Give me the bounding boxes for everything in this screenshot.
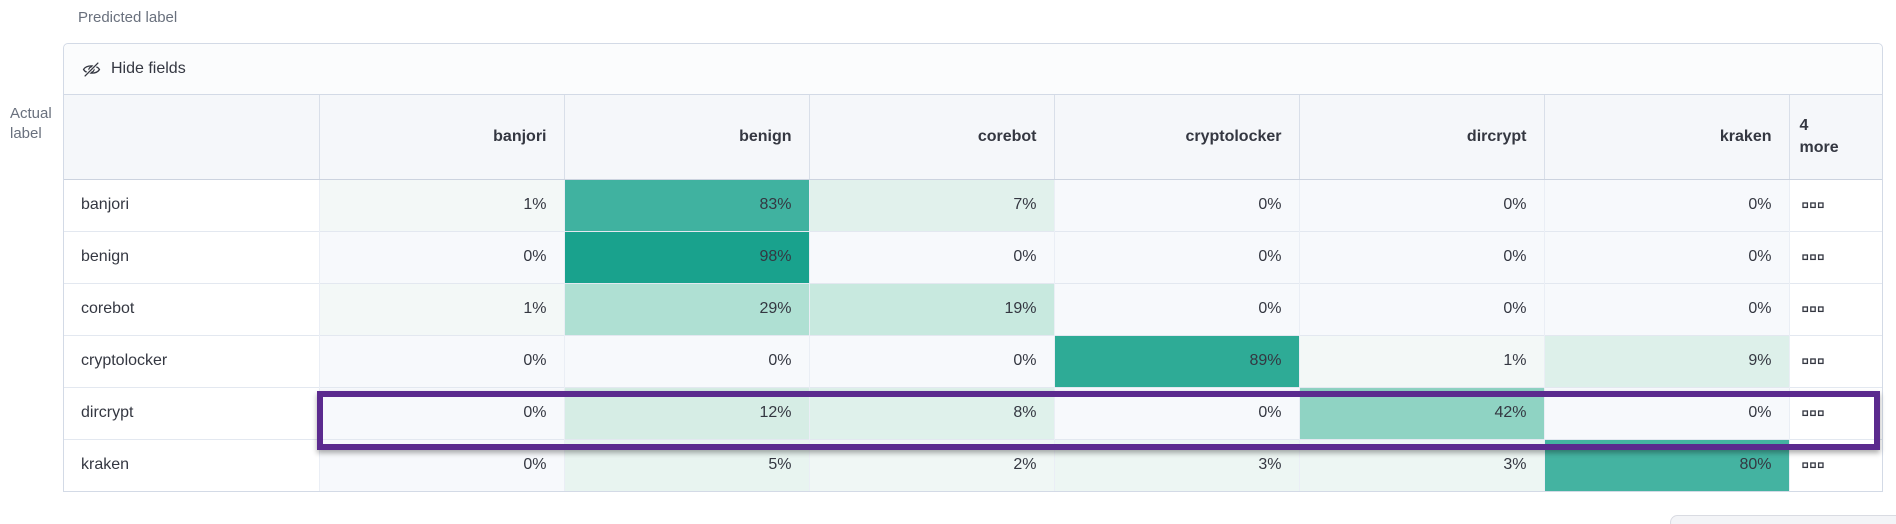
cell-banjori-cryptolocker: 0% bbox=[1053, 178, 1299, 231]
hide-fields-button[interactable]: Hide fields bbox=[82, 60, 186, 79]
row-label-benign: benign bbox=[64, 230, 319, 283]
cell-benign-cryptolocker: 0% bbox=[1053, 230, 1299, 283]
row-label-corebot: corebot bbox=[64, 282, 319, 335]
column-header-dircrypt[interactable]: dircrypt bbox=[1298, 95, 1544, 180]
cell-kraken-corebot: 2% bbox=[808, 438, 1054, 491]
row-actions-button-banjori[interactable] bbox=[1800, 198, 1826, 213]
row-label-dircrypt: dircrypt bbox=[64, 386, 319, 439]
boxes-horizontal-icon bbox=[1801, 301, 1824, 316]
boxes-horizontal-icon bbox=[1801, 249, 1824, 264]
cell-kraken-kraken: 80% bbox=[1543, 438, 1789, 491]
eye-closed-icon bbox=[82, 60, 101, 79]
cell-dircrypt-benign: 12% bbox=[563, 386, 809, 439]
matrix-row-kraken: kraken 0% 5% 2% 3% 3% 80% bbox=[64, 438, 1882, 491]
cell-corebot-corebot: 19% bbox=[808, 282, 1054, 335]
cell-banjori-kraken: 0% bbox=[1543, 178, 1789, 231]
cell-benign-corebot: 0% bbox=[808, 230, 1054, 283]
predicted-label-axis-title: Predicted label bbox=[78, 9, 178, 26]
cell-benign-benign: 98% bbox=[563, 230, 809, 283]
matrix-row-dircrypt: dircrypt 0% 12% 8% 0% 42% 0% bbox=[64, 386, 1882, 439]
row-actions-cell-benign bbox=[1788, 230, 1882, 283]
cell-cryptolocker-corebot: 0% bbox=[808, 334, 1054, 387]
cell-corebot-banjori: 1% bbox=[318, 282, 564, 335]
cell-dircrypt-corebot: 8% bbox=[808, 386, 1054, 439]
column-header-more[interactable]: 4 more bbox=[1788, 95, 1882, 180]
boxes-horizontal-icon bbox=[1801, 197, 1824, 212]
matrix-row-corebot: corebot 1% 29% 19% 0% 0% 0% bbox=[64, 282, 1882, 335]
cell-cryptolocker-dircrypt: 1% bbox=[1298, 334, 1544, 387]
row-actions-cell-banjori bbox=[1788, 178, 1882, 231]
cell-dircrypt-kraken: 0% bbox=[1543, 386, 1789, 439]
cell-kraken-benign: 5% bbox=[563, 438, 809, 491]
cell-benign-kraken: 0% bbox=[1543, 230, 1789, 283]
row-actions-button-benign[interactable] bbox=[1800, 250, 1826, 265]
row-actions-button-dircrypt[interactable] bbox=[1800, 406, 1826, 421]
boxes-horizontal-icon bbox=[1801, 405, 1824, 420]
cell-dircrypt-dircrypt: 42% bbox=[1298, 386, 1544, 439]
horizontal-scrollbar[interactable] bbox=[1670, 515, 1896, 524]
row-label-cryptolocker: cryptolocker bbox=[64, 334, 319, 387]
cell-cryptolocker-kraken: 9% bbox=[1543, 334, 1789, 387]
row-actions-cell-cryptolocker bbox=[1788, 334, 1882, 387]
matrix-row-cryptolocker: cryptolocker 0% 0% 0% 89% 1% 9% bbox=[64, 334, 1882, 387]
column-header-benign[interactable]: benign bbox=[563, 95, 809, 180]
matrix-row-banjori: banjori 1% 83% 7% 0% 0% 0% bbox=[64, 178, 1882, 231]
column-header-cryptolocker[interactable]: cryptolocker bbox=[1053, 95, 1299, 180]
cell-corebot-kraken: 0% bbox=[1543, 282, 1789, 335]
row-label-banjori: banjori bbox=[64, 178, 319, 231]
row-actions-cell-corebot bbox=[1788, 282, 1882, 335]
cell-banjori-benign: 83% bbox=[563, 178, 809, 231]
cell-corebot-benign: 29% bbox=[563, 282, 809, 335]
cell-kraken-cryptolocker: 3% bbox=[1053, 438, 1299, 491]
column-header-corebot[interactable]: corebot bbox=[808, 95, 1054, 180]
cell-kraken-banjori: 0% bbox=[318, 438, 564, 491]
actual-label-axis-title: Actual label bbox=[10, 105, 52, 143]
matrix-row-benign: benign 0% 98% 0% 0% 0% 0% bbox=[64, 230, 1882, 283]
boxes-horizontal-icon bbox=[1801, 457, 1824, 472]
cell-cryptolocker-cryptolocker: 89% bbox=[1053, 334, 1299, 387]
row-actions-button-corebot[interactable] bbox=[1800, 302, 1826, 317]
corner-header-cell bbox=[64, 95, 319, 180]
row-label-kraken: kraken bbox=[64, 438, 319, 491]
cell-banjori-dircrypt: 0% bbox=[1298, 178, 1544, 231]
row-actions-button-cryptolocker[interactable] bbox=[1800, 354, 1826, 369]
cell-benign-banjori: 0% bbox=[318, 230, 564, 283]
column-header-banjori[interactable]: banjori bbox=[318, 95, 564, 180]
cell-benign-dircrypt: 0% bbox=[1298, 230, 1544, 283]
cell-corebot-cryptolocker: 0% bbox=[1053, 282, 1299, 335]
confusion-matrix-table: banjori benign corebot cryptolocker dircrypt… bbox=[64, 95, 1882, 491]
cell-corebot-dircrypt: 0% bbox=[1298, 282, 1544, 335]
column-header-row: banjori benign corebot cryptolocker dircrypt… bbox=[64, 95, 1882, 180]
row-actions-cell-kraken bbox=[1788, 438, 1882, 491]
cell-cryptolocker-benign: 0% bbox=[563, 334, 809, 387]
column-header-kraken[interactable]: kraken bbox=[1543, 95, 1789, 180]
cell-cryptolocker-banjori: 0% bbox=[318, 334, 564, 387]
cell-banjori-corebot: 7% bbox=[808, 178, 1054, 231]
confusion-matrix-grid: Hide fields banjori benign corebot cryptolo… bbox=[63, 43, 1883, 492]
row-actions-button-kraken[interactable] bbox=[1800, 458, 1826, 473]
cell-dircrypt-cryptolocker: 0% bbox=[1053, 386, 1299, 439]
row-actions-cell-dircrypt bbox=[1788, 386, 1882, 439]
cell-dircrypt-banjori: 0% bbox=[318, 386, 564, 439]
grid-toolbar: Hide fields bbox=[64, 44, 1882, 95]
cell-banjori-banjori: 1% bbox=[318, 178, 564, 231]
boxes-horizontal-icon bbox=[1801, 353, 1824, 368]
cell-kraken-dircrypt: 3% bbox=[1298, 438, 1544, 491]
hide-fields-label: Hide fields bbox=[111, 60, 186, 77]
